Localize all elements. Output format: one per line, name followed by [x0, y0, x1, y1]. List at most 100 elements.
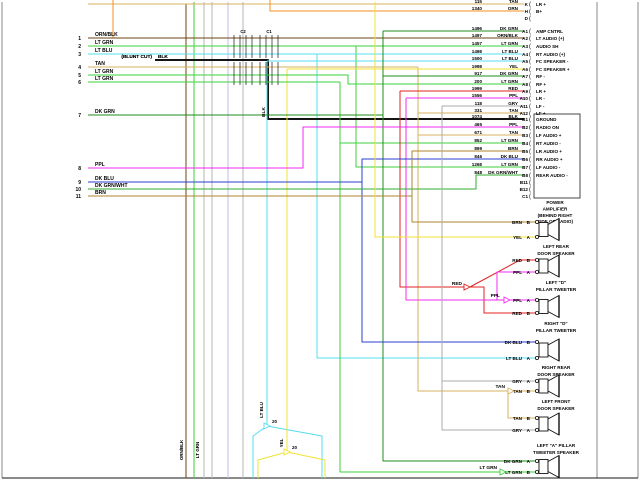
- amp-a-row-wire-color: TAN: [509, 108, 519, 113]
- speaker-magnet: [538, 459, 549, 474]
- amp-top-row-wire-color: ORN: [508, 6, 519, 11]
- amp-a-row-circuit: 917: [474, 71, 482, 76]
- splice-marker: [507, 387, 516, 395]
- pin-bracket: (: [529, 111, 531, 117]
- amp-top-row-pin-id: H: [525, 9, 529, 14]
- left-pin-number: 5: [78, 73, 81, 79]
- pin-bracket: (: [529, 173, 531, 179]
- pin-bracket: (: [529, 117, 531, 123]
- power-amplifier-label: (BEHIND RIGHT: [538, 213, 573, 218]
- power-amplifier-label: POWER: [546, 200, 564, 205]
- amp-a-row-pin-id: A6: [522, 67, 528, 72]
- amp-a-row-circuit: 1496: [472, 26, 483, 31]
- amp-top-row-pin-label: LR +: [536, 2, 546, 7]
- pin-bracket: (: [529, 141, 531, 147]
- speaker-magnet: [538, 378, 549, 394]
- speaker-pin-bump: [535, 378, 540, 383]
- amp-a-row-circuit: 331: [474, 108, 482, 113]
- amp-b-row-pin-id: B2: [522, 125, 528, 130]
- amp-empty-pin-pin-id: C1: [522, 194, 528, 199]
- pin-bracket: (: [529, 180, 531, 186]
- speaker-cone-icon: [547, 412, 560, 436]
- speaker-wire-pin: A: [527, 459, 531, 464]
- speaker-magnet: [538, 258, 549, 274]
- amp-a-row-circuit: 118: [475, 101, 483, 106]
- amp-b-row-pin-label: REAR AUDIO -: [536, 173, 568, 178]
- amp-b-row-wire-color: BRN: [508, 146, 519, 151]
- wire-yel-spk1a: [374, 2, 536, 238]
- speaker-magnet: [538, 342, 549, 358]
- left-pin-number: 4: [78, 65, 81, 71]
- amp-a-row-circuit: 1498: [472, 49, 483, 54]
- splice-marker: [463, 283, 472, 291]
- speaker-pin-bump: [535, 355, 540, 360]
- speaker-name: RIGHT REAR: [542, 365, 571, 370]
- splice-marker: [499, 468, 508, 476]
- free-label: 20: [272, 419, 278, 424]
- amp-b-row-pin-id: B3: [522, 133, 528, 138]
- speaker-name: LEFT "D": [546, 280, 566, 285]
- wire-ppl-spk2a: [496, 271, 536, 300]
- wire-gry-spk6a: [441, 381, 536, 431]
- amp-a-row-wire-color: DK GRN: [500, 26, 519, 31]
- wire-ppl-bus: [405, 98, 504, 301]
- speaker-wire-color: LT GRN: [505, 470, 522, 475]
- speaker-wire-color: PPL: [513, 270, 522, 275]
- amp-a-row-pin-label: RT AUDIO (+): [536, 52, 566, 57]
- free-label: BLK: [158, 54, 168, 60]
- free-label: LT GRN: [480, 465, 498, 471]
- left-pin-number: 2: [78, 44, 81, 50]
- free-label: 20: [292, 445, 298, 450]
- amp-b-row-pin-id: B6: [522, 157, 528, 162]
- speaker-name: LEFT FRONT: [542, 399, 571, 404]
- left-pin-number: 6: [78, 80, 81, 86]
- speaker-wire-pin: B: [527, 340, 531, 345]
- amp-b-row-pin-label: RR AUDIO +: [536, 157, 563, 162]
- speaker-wire-pin: A: [527, 356, 531, 361]
- amp-b-row-pin-id: B8: [522, 173, 528, 178]
- pin-bracket: (: [529, 16, 531, 22]
- amp-a-row-pin-label: LR -: [536, 96, 545, 101]
- amp-a-row-circuit: 1497: [472, 33, 483, 38]
- speaker-pin-bump: [535, 297, 540, 302]
- speaker-wire-color: PPL: [513, 298, 522, 303]
- amp-a-row-pin-id: A2: [522, 36, 528, 41]
- amp-b-row-circuit: 846: [474, 154, 482, 159]
- speaker-name: DOOR SPEAKER: [537, 372, 575, 377]
- speaker-name: TWEETER SPEAKER: [533, 450, 580, 455]
- wire-dkblu-spk4b: [361, 182, 536, 343]
- speaker-pin-bump: [535, 469, 540, 474]
- free-label: LT GRN: [195, 442, 200, 458]
- amp-b-row-pin-id: B7: [522, 165, 528, 170]
- speaker-name: DOOR SPEAKER: [537, 406, 575, 411]
- amp-a-row-pin-id: A11: [520, 104, 529, 109]
- pin-bracket: (: [529, 29, 531, 35]
- amp-a-row-pin-label: RF -: [536, 74, 545, 79]
- splice-marker: [263, 422, 272, 430]
- splice-marker: [503, 296, 512, 304]
- free-label: C2: [240, 29, 246, 34]
- speaker-wire-pin: B: [527, 220, 531, 225]
- wire-top-orn-bplus: [269, 0, 524, 12]
- free-label: (BLUNT CUT): [121, 54, 152, 60]
- amp-b-row-pin-label: LF AUDIO +: [536, 133, 562, 138]
- pin-bracket: (: [529, 157, 531, 163]
- speaker-wire-color: TAN: [513, 416, 523, 421]
- amp-top-row-pin-label: B+: [536, 9, 542, 14]
- wire-ltblu-fc-right: [266, 425, 323, 478]
- pin-bracket: (: [529, 187, 531, 193]
- pin-bracket: (: [529, 74, 531, 80]
- pin-bracket: (: [529, 165, 531, 171]
- amp-b-row-circuit: 848: [474, 170, 482, 175]
- left-pin-wire-color: LT BLU: [95, 48, 113, 54]
- splice-marker: [283, 448, 292, 456]
- speaker-wire-pin: B: [527, 389, 531, 394]
- speaker-pin-bump: [535, 219, 540, 224]
- amp-a-row-pin-id: A8: [522, 82, 528, 87]
- pin-bracket: (: [529, 9, 531, 15]
- wire-brn-to-b5: [411, 150, 524, 196]
- pin-bracket: (: [529, 59, 531, 65]
- speaker-magnet: [538, 222, 549, 237]
- amp-b-row-wire-color: BLK: [509, 114, 519, 119]
